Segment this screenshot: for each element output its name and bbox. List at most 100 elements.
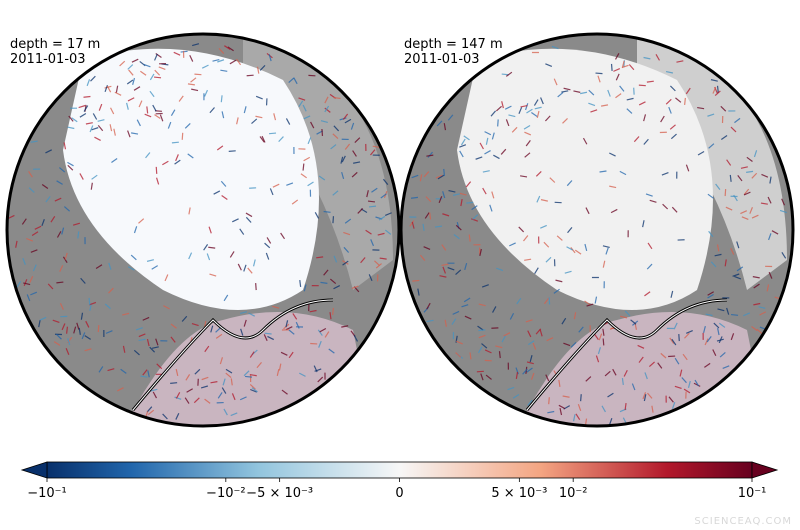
eddy-texture (209, 107, 215, 114)
eddy-texture (244, 375, 253, 378)
eddy-texture (181, 315, 188, 322)
eddy-texture (707, 113, 715, 117)
eddy-texture (758, 306, 766, 309)
eddy-texture (30, 291, 38, 296)
eddy-texture (531, 112, 538, 118)
eddy-texture (68, 115, 74, 122)
eddy-texture (147, 370, 150, 378)
eddy-texture (424, 212, 430, 219)
eddy-texture (220, 95, 223, 103)
eddy-texture (495, 345, 503, 349)
eddy-texture (682, 353, 688, 361)
eddy-texture (621, 377, 624, 386)
eddy-texture (769, 176, 772, 184)
eddy-texture (504, 105, 512, 110)
eddy-texture (779, 209, 787, 214)
eddy-texture (221, 111, 225, 119)
eddy-texture (459, 144, 467, 148)
eddy-texture (526, 361, 534, 365)
eddy-texture (749, 206, 754, 214)
eddy-texture (729, 174, 732, 182)
eddy-texture (84, 348, 92, 352)
eddy-texture (80, 312, 84, 320)
eddy-texture (78, 327, 81, 335)
eddy-texture (708, 143, 715, 149)
eddy-texture (240, 328, 244, 336)
eddy-texture (624, 402, 627, 411)
eddy-texture (505, 71, 513, 77)
eddy-texture (605, 247, 609, 255)
eddy-texture (181, 132, 184, 140)
eddy-texture (719, 352, 726, 358)
eddy-texture (482, 187, 487, 195)
eddy-texture (409, 220, 415, 227)
eddy-texture (350, 122, 355, 130)
eddy-texture (508, 114, 516, 118)
colorbar-extend (20, 461, 48, 479)
eddy-texture (638, 356, 644, 363)
eddy-texture (665, 70, 674, 74)
eddy-texture (189, 54, 194, 62)
eddy-texture (644, 291, 651, 297)
eddy-texture (759, 311, 767, 316)
eddy-texture (155, 338, 159, 346)
eddy-texture (707, 193, 714, 199)
eddy-texture (553, 78, 558, 86)
eddy-texture (204, 398, 211, 404)
eddy-texture (644, 372, 648, 380)
eddy-texture (318, 340, 322, 348)
eddy-texture (341, 325, 349, 328)
eddy-texture (7, 214, 15, 220)
eddy-texture (323, 269, 329, 276)
eddy-texture (303, 284, 307, 292)
eddy-texture (175, 368, 179, 377)
eddy-texture (178, 95, 184, 102)
eddy-texture (730, 248, 735, 255)
eddy-texture (248, 312, 255, 317)
eddy-texture (149, 90, 155, 98)
eddy-texture (604, 370, 611, 377)
eddy-texture (455, 352, 462, 358)
eddy-texture (127, 97, 135, 102)
eddy-texture (456, 340, 463, 345)
eddy-texture (239, 311, 248, 315)
watermark: SCIENCEAQ.COM (694, 516, 792, 527)
eddy-texture (354, 137, 361, 144)
eddy-texture (132, 77, 136, 85)
eddy-texture (105, 330, 113, 334)
eddy-texture (162, 413, 168, 420)
eddy-texture (54, 197, 62, 202)
eddy-texture (41, 183, 49, 190)
eddy-texture (280, 232, 286, 240)
eddy-texture (52, 319, 60, 324)
eddy-texture (225, 372, 232, 379)
eddy-texture (314, 368, 322, 372)
eddy-texture (584, 243, 588, 252)
eddy-texture (562, 118, 568, 124)
eddy-texture (520, 104, 528, 108)
eddy-texture (660, 352, 667, 359)
eddy-texture (295, 321, 300, 329)
eddy-texture (90, 75, 96, 82)
eddy-texture (173, 51, 181, 56)
eddy-texture (708, 230, 714, 238)
eddy-texture (329, 312, 332, 320)
eddy-texture (95, 264, 103, 270)
eddy-texture (423, 246, 431, 251)
eddy-texture (220, 180, 227, 187)
eddy-texture (575, 413, 581, 421)
eddy-texture (269, 188, 274, 196)
eddy-texture (83, 105, 89, 112)
eddy-texture (303, 156, 311, 162)
eddy-texture (224, 45, 231, 50)
eddy-texture (236, 58, 242, 66)
eddy-texture (460, 199, 463, 207)
eddy-texture (501, 73, 509, 76)
eddy-texture (288, 329, 295, 335)
eddy-texture (159, 114, 164, 122)
depth-label: depth = 147 m (404, 37, 503, 52)
eddy-texture (26, 294, 31, 302)
eddy-texture (28, 170, 33, 178)
eddy-texture (563, 342, 571, 347)
eddy-texture (63, 206, 71, 212)
